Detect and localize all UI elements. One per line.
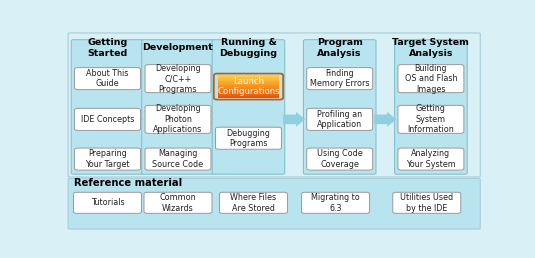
Bar: [218, 75, 279, 76]
FancyBboxPatch shape: [216, 127, 281, 149]
FancyBboxPatch shape: [74, 148, 141, 170]
Bar: [218, 89, 279, 90]
FancyBboxPatch shape: [73, 192, 141, 213]
Bar: [218, 81, 279, 82]
Bar: [218, 82, 279, 83]
Bar: [218, 86, 279, 87]
Bar: [218, 84, 279, 85]
Bar: [218, 80, 279, 81]
Bar: [218, 89, 279, 90]
FancyBboxPatch shape: [303, 40, 376, 174]
Text: Analyzing
Your System: Analyzing Your System: [406, 149, 456, 169]
Bar: [218, 85, 279, 86]
Text: Target System
Analysis: Target System Analysis: [393, 38, 469, 58]
Text: Finding
Memory Errors: Finding Memory Errors: [310, 69, 370, 88]
Bar: [218, 87, 279, 88]
FancyBboxPatch shape: [68, 178, 480, 229]
Bar: [218, 96, 279, 97]
Bar: [218, 79, 279, 80]
FancyBboxPatch shape: [307, 68, 373, 90]
Text: Preparing
Your Target: Preparing Your Target: [85, 149, 130, 169]
Text: About This
Guide: About This Guide: [86, 69, 129, 88]
Text: Getting
System
Information: Getting System Information: [408, 104, 454, 134]
Bar: [218, 81, 279, 82]
FancyBboxPatch shape: [142, 40, 215, 174]
FancyBboxPatch shape: [145, 65, 211, 93]
FancyBboxPatch shape: [395, 40, 467, 174]
Text: Managing
Source Code: Managing Source Code: [152, 149, 203, 169]
Bar: [218, 82, 279, 83]
Text: Developing
Photon
Applications: Developing Photon Applications: [154, 104, 203, 134]
Text: Common
Wizards: Common Wizards: [159, 193, 196, 213]
Text: Program
Analysis: Program Analysis: [317, 38, 363, 58]
FancyArrow shape: [205, 112, 214, 127]
Bar: [218, 97, 279, 98]
Bar: [218, 88, 279, 89]
Text: Developing
C/C++
Programs: Developing C/C++ Programs: [155, 64, 201, 94]
Text: Reference material: Reference material: [74, 178, 182, 188]
FancyBboxPatch shape: [307, 108, 373, 130]
Text: Where Files
Are Stored: Where Files Are Stored: [231, 193, 277, 213]
FancyBboxPatch shape: [302, 192, 370, 213]
Text: Development: Development: [142, 43, 213, 52]
FancyBboxPatch shape: [398, 105, 464, 133]
Bar: [218, 76, 279, 77]
FancyArrow shape: [374, 112, 396, 127]
Text: Getting
Started: Getting Started: [87, 38, 128, 58]
Bar: [218, 83, 279, 84]
Bar: [218, 86, 279, 87]
Bar: [218, 78, 279, 79]
FancyArrow shape: [134, 112, 143, 127]
Text: Profiling an
Application: Profiling an Application: [317, 110, 362, 129]
Bar: [218, 94, 279, 95]
Bar: [218, 95, 279, 96]
FancyBboxPatch shape: [393, 192, 461, 213]
FancyBboxPatch shape: [398, 148, 464, 170]
FancyBboxPatch shape: [74, 108, 141, 130]
Bar: [218, 97, 279, 98]
Bar: [218, 94, 279, 95]
Text: Building
OS and Flash
Images: Building OS and Flash Images: [404, 64, 457, 94]
FancyBboxPatch shape: [74, 68, 141, 90]
Bar: [218, 90, 279, 91]
FancyBboxPatch shape: [145, 105, 211, 133]
FancyBboxPatch shape: [145, 148, 211, 170]
Bar: [218, 92, 279, 93]
FancyBboxPatch shape: [144, 192, 212, 213]
Text: IDE Concepts: IDE Concepts: [81, 115, 134, 124]
FancyBboxPatch shape: [398, 65, 464, 93]
Text: Running &
Debugging: Running & Debugging: [219, 38, 278, 58]
FancyBboxPatch shape: [71, 40, 144, 174]
Text: Utilities Used
by the IDE: Utilities Used by the IDE: [400, 193, 453, 213]
Bar: [218, 78, 279, 79]
FancyBboxPatch shape: [307, 148, 373, 170]
FancyArrow shape: [283, 112, 305, 127]
Text: Using Code
Coverage: Using Code Coverage: [317, 149, 363, 169]
FancyBboxPatch shape: [219, 192, 287, 213]
Bar: [218, 77, 279, 78]
FancyBboxPatch shape: [212, 40, 285, 174]
Bar: [218, 87, 279, 88]
Bar: [218, 95, 279, 96]
FancyBboxPatch shape: [68, 33, 480, 177]
Bar: [218, 79, 279, 80]
Bar: [218, 90, 279, 91]
Text: Tutorials: Tutorials: [91, 198, 124, 207]
Bar: [218, 91, 279, 92]
Text: Launch
Configurations: Launch Configurations: [217, 77, 280, 96]
Bar: [218, 93, 279, 94]
Text: Migrating to
6.3: Migrating to 6.3: [311, 193, 360, 213]
Text: Debugging
Programs: Debugging Programs: [226, 128, 270, 148]
